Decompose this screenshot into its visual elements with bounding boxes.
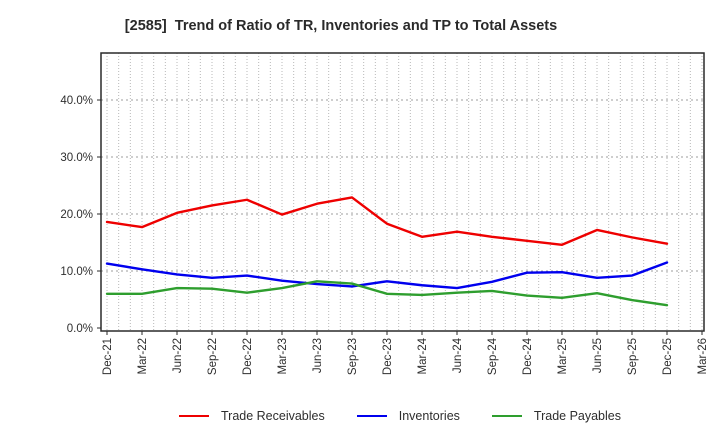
y-tick-label: 0.0% xyxy=(67,323,93,335)
x-tick-label: Mar-25 xyxy=(557,338,569,374)
x-tick-label: Mar-24 xyxy=(417,337,429,374)
y-tick-label: 40.0% xyxy=(60,95,93,107)
y-tick-label: 20.0% xyxy=(60,209,93,221)
legend-swatch-trade-receivables xyxy=(178,415,209,417)
x-tick-label: Dec-23 xyxy=(382,338,394,375)
legend-label-inventories: Inventories xyxy=(398,409,460,423)
x-tick-label: Sep-24 xyxy=(487,337,499,375)
axes-labels: 0.0% 10.0% 20.0% 30.0% 40.0% Dec-21 Mar-22 Jun-… xyxy=(60,95,709,375)
x-tick-label: Mar-26 xyxy=(697,338,709,374)
legend-label-trade-payables: Trade Payables xyxy=(533,409,621,423)
y-tick-label: 10.0% xyxy=(60,266,93,278)
x-tick-label: Jun-23 xyxy=(312,338,324,373)
legend-label-trade-receivables: Trade Receivables xyxy=(220,409,325,423)
series-line-trade-receivables xyxy=(105,196,669,246)
plot-border xyxy=(100,52,705,332)
x-tick-label: Jun-24 xyxy=(452,337,464,373)
chart-title: [2585] Trend of Ratio of TR, Inventories… xyxy=(124,18,558,34)
legend-swatch-trade-payables xyxy=(491,415,522,417)
legend-item-trade-receivables: Trade Receivables xyxy=(178,409,325,423)
x-tick-label: Dec-24 xyxy=(522,337,534,375)
x-tick-label: Dec-25 xyxy=(662,338,674,375)
x-tick-label: Sep-22 xyxy=(207,338,219,375)
x-tick-label: Mar-23 xyxy=(277,338,289,374)
x-tick-label: Jun-22 xyxy=(172,338,184,373)
legend: Trade Receivables Inventories Trade Payabl… xyxy=(0,402,720,430)
x-tick-label: Dec-22 xyxy=(242,338,254,375)
legend-item-trade-payables: Trade Payables xyxy=(491,409,621,423)
legend-swatch-inventories xyxy=(356,415,387,417)
y-tick-label: 30.0% xyxy=(60,152,93,164)
x-tick-label: Sep-25 xyxy=(627,338,639,375)
legend-item-inventories: Inventories xyxy=(356,409,460,423)
series-line-trade-payables xyxy=(105,280,669,307)
x-tick-label: Mar-22 xyxy=(137,338,149,374)
x-tick-label: Sep-23 xyxy=(347,338,359,375)
x-tick-label: Jun-25 xyxy=(592,338,604,373)
series-line-inventories xyxy=(105,261,669,290)
x-tick-label: Dec-21 xyxy=(102,338,114,375)
